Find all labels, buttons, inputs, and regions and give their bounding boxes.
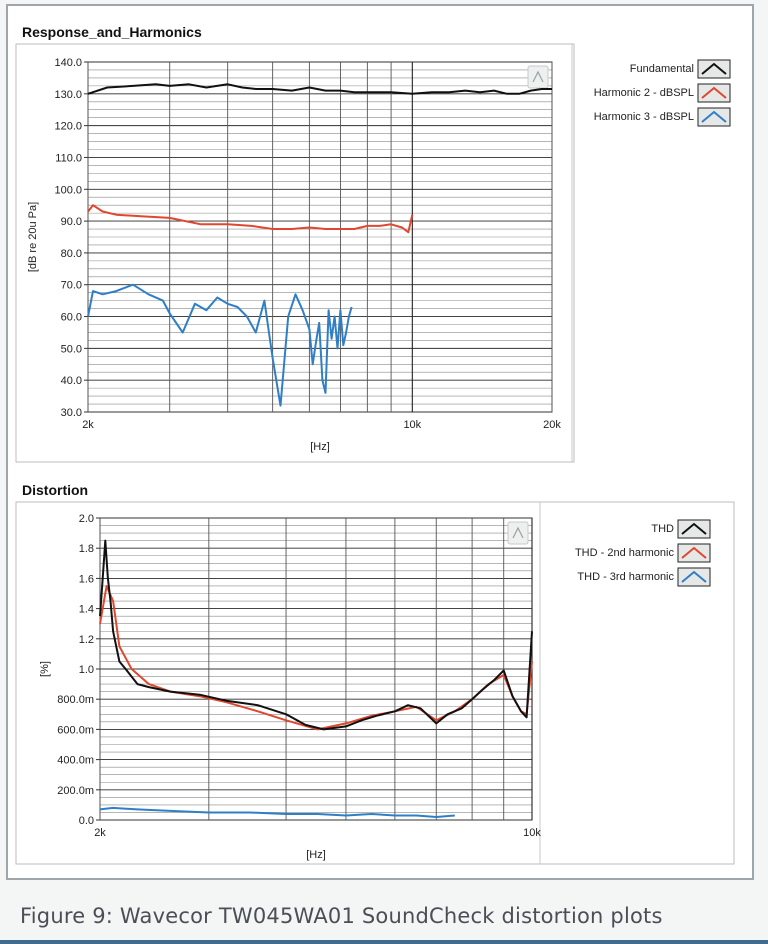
series-line-thd [99,539,533,731]
y-tick-label: 50.0 [61,343,82,355]
y-tick-label: 2.0 [79,513,94,525]
legend-swatch-line [681,522,707,535]
zoom-tool-glyph [532,70,544,83]
chart-2: 2.0 1.8 1.6 1.4 1.2 1.0 800.0m 600.0m 400.0m 200.… [15,501,735,865]
y-tick-label: 200.0m [57,785,94,797]
x-tick-label: 2k [82,419,94,431]
legend-swatch-line [681,570,707,583]
series-line-harmonic-3-dbspl [87,283,353,407]
legend-swatch [697,83,731,103]
y-axis-label: [dB re 20u Pa] [27,202,39,272]
legend-label: Fundamental [630,63,694,75]
legend-swatch [677,567,711,587]
series-line-harmonic-2-dbspl [87,204,414,234]
legend-swatch [677,543,711,563]
legend-swatch [677,519,711,539]
y-tick-label: 800.0m [57,694,94,706]
legend-swatch-line [701,86,727,99]
figure-caption: Figure 9: Wavecor TW045WA01 SoundCheck d… [20,904,663,928]
y-tick-label: 130.0 [54,89,82,101]
series-line-thd-2nd-harmonic [99,585,533,731]
y-tick-label: 80.0 [61,248,82,260]
x-axis-label: [Hz] [310,441,330,453]
legend-label: Harmonic 3 - dBSPL [594,111,694,123]
zoom-tool-glyph [512,526,524,539]
y-tick-label: 60.0 [61,312,82,324]
zoom-tool-frame [527,65,549,89]
x-tick-label: 20k [543,419,561,431]
legend-swatch-line [701,62,727,75]
x-axis-label: [Hz] [306,849,326,861]
y-tick-label: 1.8 [79,543,94,555]
x-tick-label: 2k [94,827,106,839]
y-tick-label: 100.0 [54,184,82,196]
legend-label: THD [651,523,674,535]
charts-canvas: 140.0 130.0 120.0 110.0 100.0 90.0 80.0 70.0 60.… [15,43,735,865]
y-tick-label: 1.0 [79,664,94,676]
y-tick-label: 120.0 [54,121,82,133]
y-tick-label: 0.0 [79,815,94,827]
y-tick-label: 1.6 [79,573,94,585]
y-axis-label: [%] [39,661,51,677]
bottom-rule [0,940,768,944]
y-tick-label: 1.4 [79,604,94,616]
x-tick-label: 10k [403,419,421,431]
chart2-title: Distortion [22,482,89,498]
zoom-tool-icon [507,521,529,545]
y-tick-label: 90.0 [61,216,82,228]
zoom-tool-icon [527,65,549,89]
series-line-fundamental [87,83,552,95]
legend-label: THD - 2nd harmonic [575,547,675,559]
y-tick-label: 400.0m [57,755,94,767]
y-tick-label: 140.0 [54,57,82,69]
chart1-title: Response_and_Harmonics [22,24,202,40]
zoom-tool-frame [507,521,529,545]
legend-label: Harmonic 2 - dBSPL [594,87,694,99]
y-tick-label: 40.0 [61,375,82,387]
y-tick-label: 70.0 [61,280,82,292]
legend-swatch [697,59,731,79]
chart-1: 140.0 130.0 120.0 110.0 100.0 90.0 80.0 70.0 60.… [15,43,731,463]
y-tick-label: 110.0 [55,152,82,164]
legend-swatch [697,107,731,127]
legend-swatch-line [681,546,707,559]
legend-swatch-line [701,110,727,123]
legend-label: THD - 3rd harmonic [577,571,674,583]
x-tick-label: 10k [523,827,541,839]
y-tick-label: 600.0m [57,724,94,736]
y-tick-label: 1.2 [79,634,94,646]
figure-frame: Response_and_Harmonics Distortion 140.0 1… [6,4,754,880]
y-tick-label: 30.0 [61,407,82,419]
series-line-thd-3rd-harmonic [99,806,455,818]
